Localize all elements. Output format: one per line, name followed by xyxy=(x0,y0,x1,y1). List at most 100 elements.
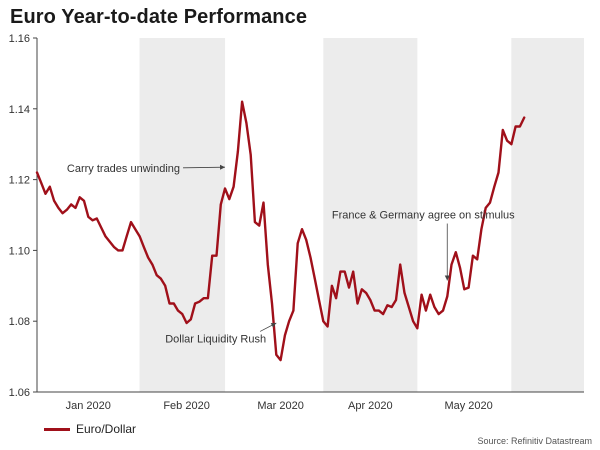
legend-swatch xyxy=(44,427,70,431)
data-point xyxy=(91,219,94,222)
data-point xyxy=(83,199,85,202)
data-point xyxy=(61,212,64,215)
data-point xyxy=(241,100,244,103)
data-point xyxy=(219,203,222,206)
data-point xyxy=(313,277,316,280)
data-point xyxy=(155,274,158,277)
series-line-0 xyxy=(35,100,526,362)
data-point xyxy=(134,228,137,231)
shaded-band-1 xyxy=(323,38,418,392)
data-point xyxy=(493,185,496,188)
data-point xyxy=(125,235,128,238)
data-point xyxy=(433,306,436,308)
data-point xyxy=(467,286,470,289)
data-point xyxy=(382,313,385,316)
data-point xyxy=(232,185,235,188)
annotation-label-0: Carry trades unwinding xyxy=(67,163,180,175)
data-point xyxy=(202,297,205,300)
data-point xyxy=(117,249,120,252)
data-point xyxy=(181,313,184,316)
data-point xyxy=(164,284,167,287)
data-point xyxy=(147,256,150,259)
data-point xyxy=(100,226,103,229)
data-point xyxy=(335,297,338,300)
series-layer xyxy=(35,100,526,362)
data-point xyxy=(309,256,312,259)
source-note: Source: Refinitiv Datastream xyxy=(477,436,592,446)
data-point xyxy=(142,245,145,248)
data-point xyxy=(292,309,295,312)
data-point xyxy=(484,207,487,209)
annotation-arrowhead-2 xyxy=(444,275,450,281)
legend: Euro/Dollar xyxy=(44,422,136,436)
data-point xyxy=(151,263,154,266)
data-point xyxy=(476,258,479,261)
data-point xyxy=(437,313,440,316)
data-point xyxy=(450,263,453,266)
data-point xyxy=(442,309,444,312)
data-point xyxy=(416,327,419,330)
data-point xyxy=(322,320,325,323)
data-point xyxy=(194,302,197,305)
data-point xyxy=(168,302,171,305)
data-point xyxy=(454,251,457,254)
data-point xyxy=(377,309,380,312)
data-point xyxy=(506,139,508,142)
data-point xyxy=(262,201,265,204)
data-point xyxy=(501,129,504,131)
data-point xyxy=(326,325,329,328)
chart-title: Euro Year-to-date Performance xyxy=(10,6,308,28)
data-point xyxy=(283,334,286,337)
data-point xyxy=(318,299,320,301)
data-point xyxy=(339,270,342,273)
data-point xyxy=(348,286,350,289)
data-point xyxy=(36,171,38,174)
data-point xyxy=(95,217,98,220)
data-point xyxy=(87,215,90,218)
data-point xyxy=(343,270,346,273)
data-point xyxy=(330,284,333,287)
data-point xyxy=(459,267,461,269)
series-points-0 xyxy=(36,100,526,362)
x-tick-label-4: May 2020 xyxy=(444,400,492,412)
annotation-arrowhead-1 xyxy=(270,322,277,328)
data-point xyxy=(130,221,132,223)
data-point xyxy=(399,263,402,266)
data-point xyxy=(108,240,111,243)
data-point xyxy=(305,238,308,241)
data-point xyxy=(407,306,410,308)
x-tick-label-1: Feb 2020 xyxy=(163,400,209,412)
x-tick-label-0: Jan 2020 xyxy=(66,400,111,412)
data-point xyxy=(386,304,389,307)
data-point xyxy=(185,322,188,324)
data-point xyxy=(518,125,521,128)
data-point xyxy=(356,302,359,305)
data-point xyxy=(254,221,256,223)
data-point xyxy=(497,171,500,174)
data-point xyxy=(258,224,261,227)
data-point xyxy=(40,182,43,185)
data-point xyxy=(463,288,466,291)
data-point xyxy=(189,318,192,321)
data-point xyxy=(471,254,474,257)
annotations: Carry trades unwinding Dollar Liquidity R… xyxy=(67,163,515,346)
legend-label: Euro/Dollar xyxy=(76,422,137,436)
data-point xyxy=(412,320,414,323)
data-point xyxy=(245,122,248,124)
data-point xyxy=(215,254,218,257)
data-point xyxy=(249,153,252,156)
data-point xyxy=(296,242,299,245)
data-point xyxy=(74,207,77,209)
data-point xyxy=(373,309,376,312)
data-point xyxy=(369,299,372,301)
data-point xyxy=(523,116,526,119)
data-point xyxy=(211,254,214,257)
shaded-band-0 xyxy=(139,38,226,392)
data-point xyxy=(66,208,68,211)
y-tick-label-5: 1.16 xyxy=(9,33,30,45)
data-point xyxy=(429,293,432,296)
y-tick-label-0: 1.06 xyxy=(9,387,30,399)
data-point xyxy=(160,277,162,280)
y-tick-label-4: 1.14 xyxy=(9,104,30,116)
